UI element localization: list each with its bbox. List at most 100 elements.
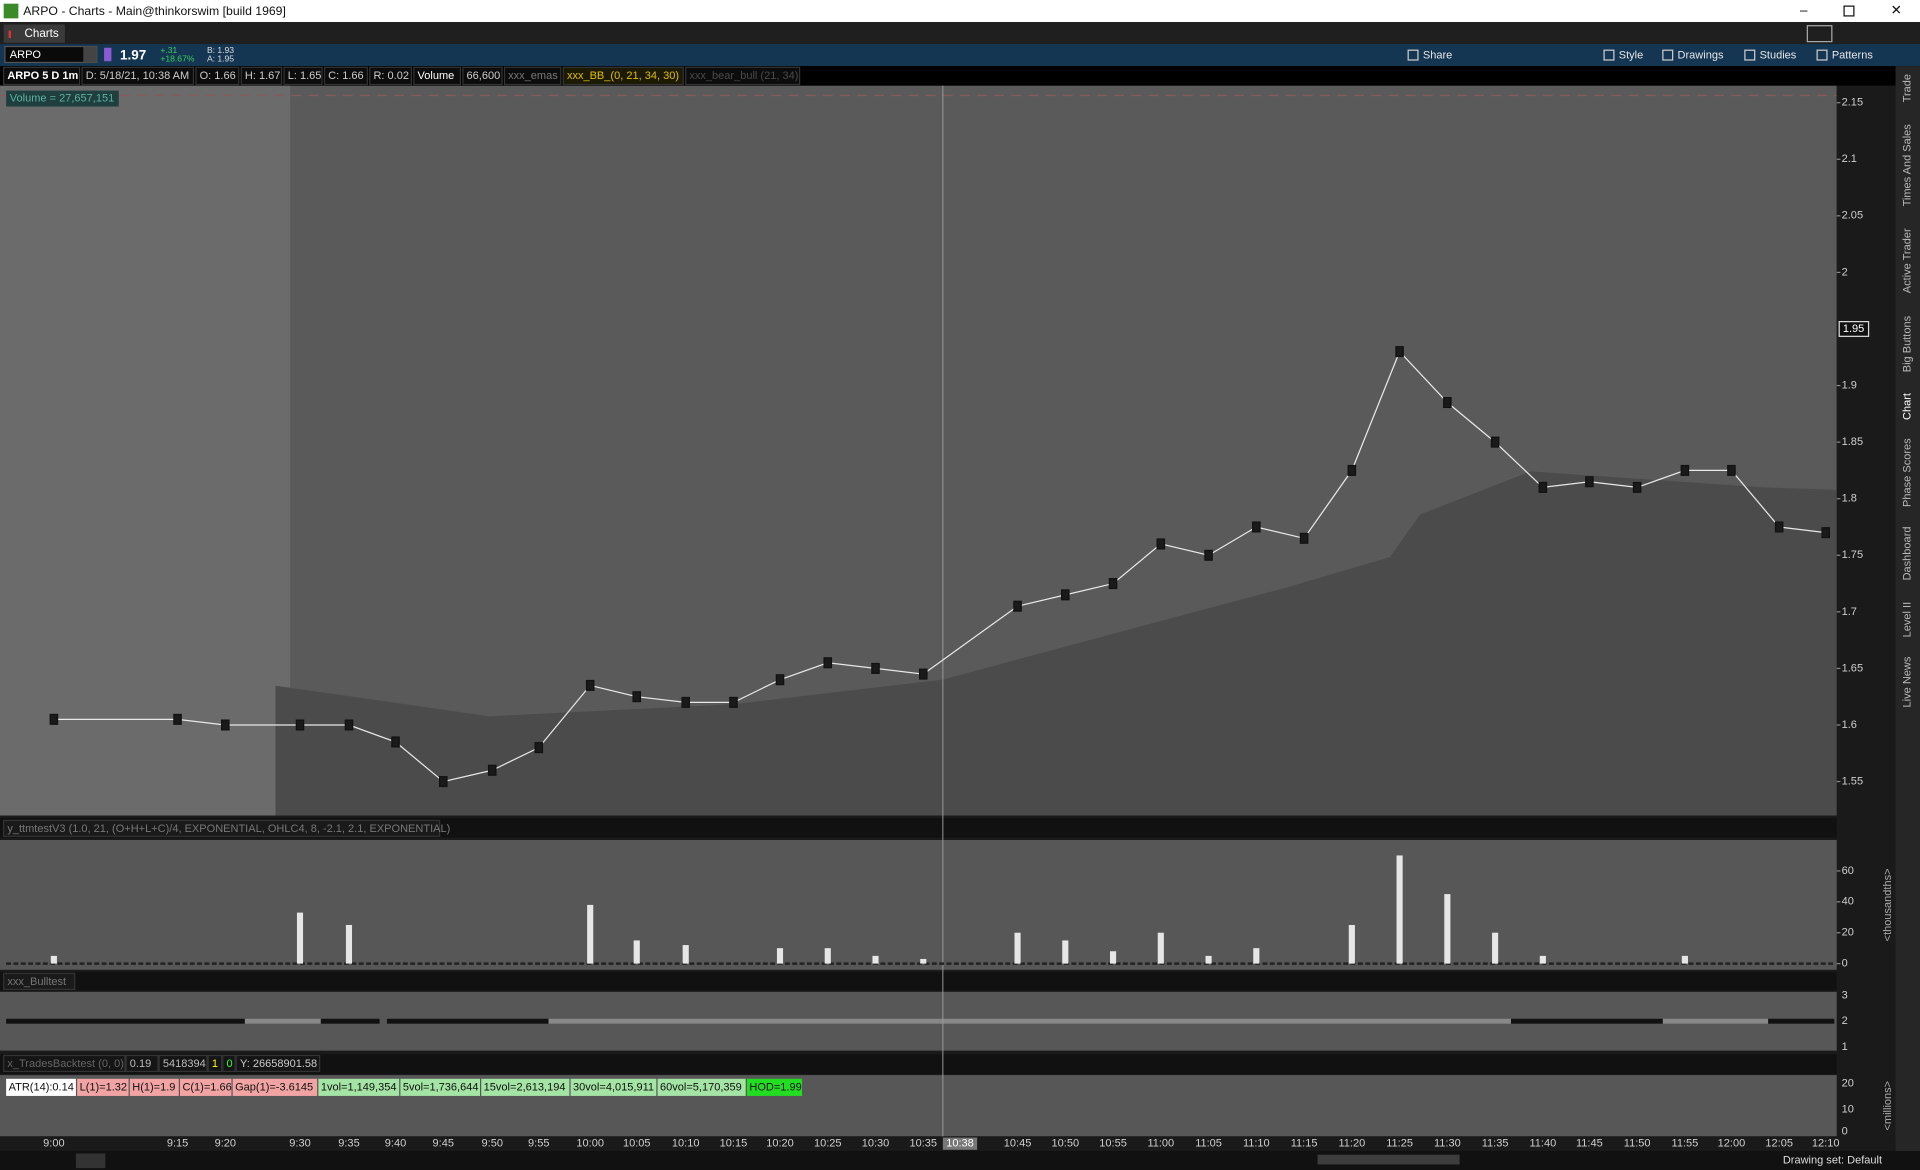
info-item: H: 1.67 bbox=[245, 70, 281, 82]
price-candle bbox=[1538, 481, 1548, 493]
toolbar-button-icon[interactable] bbox=[1662, 49, 1674, 61]
oscillator-bar bbox=[824, 948, 831, 964]
price-candle bbox=[1156, 538, 1166, 550]
time-label: 11:45 bbox=[1576, 1138, 1603, 1150]
info-item: L: 1.65 bbox=[288, 70, 322, 82]
time-label: 9:20 bbox=[215, 1138, 236, 1150]
drawing-set[interactable]: Drawing set: Default bbox=[1783, 1155, 1882, 1167]
side-tab[interactable]: Big Buttons bbox=[1902, 315, 1914, 372]
info-items: ARPO 5 D 1m D: 5/18/21, 10:38 AM O: 1.66 H:… bbox=[3, 66, 801, 86]
price-candle bbox=[1204, 549, 1213, 561]
expand-button[interactable] bbox=[75, 1153, 106, 1169]
price-tick-label: 1.65 bbox=[1842, 662, 1863, 674]
oscillator-bar bbox=[1014, 932, 1021, 964]
bulltest-tick-label: 3 bbox=[1842, 989, 1848, 1001]
study-title-box bbox=[3, 819, 441, 837]
oscillator-bar bbox=[345, 924, 353, 964]
side-tab[interactable]: Dashboard bbox=[1902, 527, 1914, 581]
trades-label-box bbox=[77, 1078, 129, 1096]
side-tab[interactable]: Chart bbox=[1902, 393, 1914, 420]
price-candle bbox=[1821, 527, 1830, 539]
toolbar-button-icon[interactable] bbox=[1603, 49, 1615, 61]
trades-label: C(1)=1.66 bbox=[182, 1081, 231, 1093]
toolbar-buttons: Share Style Drawings Studies Patterns bbox=[1407, 49, 1874, 62]
toolbar-button[interactable]: Studies bbox=[1760, 50, 1797, 62]
price-candle bbox=[295, 719, 305, 731]
trades-label: Gap(1)=-3.6145 bbox=[235, 1081, 313, 1093]
time-label: 9:55 bbox=[528, 1138, 549, 1150]
price-candle bbox=[1299, 532, 1309, 544]
time-label: 12:10 bbox=[1812, 1138, 1840, 1150]
layout-button[interactable] bbox=[1806, 25, 1833, 43]
info-item: 66,600 bbox=[467, 70, 501, 82]
trades-header bbox=[0, 1054, 1837, 1074]
side-tab[interactable]: Level II bbox=[1902, 602, 1914, 638]
side-tab[interactable]: Active Trader bbox=[1902, 228, 1914, 293]
price-tick-label: 2.05 bbox=[1842, 210, 1863, 222]
trades-header-item: 0.19 bbox=[130, 1058, 151, 1070]
price-candle bbox=[1443, 397, 1452, 409]
price-marker-label: 1.95 bbox=[1843, 323, 1864, 335]
volume-badge bbox=[6, 90, 119, 107]
toolbar-button[interactable]: Style bbox=[1619, 50, 1644, 62]
info-cell bbox=[685, 66, 801, 86]
price-candle bbox=[1585, 476, 1594, 488]
toolbar-button-icon[interactable] bbox=[1407, 49, 1419, 61]
last-price: 1.97 bbox=[120, 47, 146, 62]
premarket-shade bbox=[0, 85, 291, 816]
trades-label: 60vol=5,170,359 bbox=[660, 1081, 742, 1093]
info-item: O: 1.66 bbox=[200, 70, 236, 82]
side-tab[interactable]: Times And Sales bbox=[1902, 124, 1914, 207]
price-candle bbox=[632, 691, 642, 703]
time-label: 12:00 bbox=[1718, 1138, 1746, 1150]
price-candle bbox=[1108, 578, 1118, 590]
restore-button[interactable] bbox=[1843, 5, 1855, 17]
price-tick-label: 2.1 bbox=[1842, 153, 1857, 165]
price-candle bbox=[344, 719, 354, 731]
scrollbar[interactable] bbox=[1317, 1154, 1460, 1165]
trades-label-box bbox=[318, 1078, 400, 1096]
volume-tick-label: 10 bbox=[1842, 1103, 1854, 1115]
oscillator-bar bbox=[1062, 940, 1069, 964]
charts-tab[interactable] bbox=[3, 24, 65, 43]
oscillator-bar bbox=[1681, 955, 1688, 964]
toolbar-button-icon[interactable] bbox=[1816, 49, 1828, 61]
trades-label-box bbox=[232, 1078, 318, 1096]
volume-unit: <millions> bbox=[1882, 1081, 1894, 1131]
minimize-button[interactable]: – bbox=[1800, 3, 1808, 18]
trades-label: 30vol=4,015,911 bbox=[573, 1081, 654, 1093]
price-tick-label: 1.75 bbox=[1842, 549, 1863, 561]
toolbar-button[interactable]: Share bbox=[1423, 50, 1452, 62]
tab-icon bbox=[8, 30, 12, 38]
bulltest-tick-label: 1 bbox=[1842, 1041, 1848, 1053]
side-tab[interactable]: Phase Scores bbox=[1902, 438, 1914, 507]
time-label: 10:10 bbox=[672, 1138, 700, 1150]
time-label: 11:50 bbox=[1624, 1138, 1651, 1150]
symbol-dropdown[interactable] bbox=[83, 46, 97, 63]
price-tick-label: 1.9 bbox=[1842, 379, 1857, 391]
close-button[interactable]: ✕ bbox=[1891, 3, 1902, 18]
oscillator-bar bbox=[1253, 948, 1260, 964]
symbol[interactable]: ARPO bbox=[10, 49, 42, 61]
trades-label: 5vol=1,736,644 bbox=[403, 1081, 479, 1093]
side-tab[interactable]: Live News bbox=[1902, 656, 1914, 707]
time-label: 10:00 bbox=[576, 1138, 604, 1150]
link-icon[interactable] bbox=[104, 47, 112, 62]
toolbar-button[interactable]: Patterns bbox=[1832, 50, 1874, 62]
trades-label-box bbox=[481, 1078, 570, 1096]
side-tab[interactable]: Trade bbox=[1902, 74, 1914, 102]
side-panel bbox=[1895, 66, 1920, 1152]
price-tick-label: 1.7 bbox=[1842, 606, 1857, 618]
price-tick-label: 1.85 bbox=[1842, 436, 1863, 448]
trades-header-cell bbox=[125, 1054, 159, 1073]
info-cell bbox=[562, 66, 684, 86]
toolbar-button[interactable]: Drawings bbox=[1678, 50, 1724, 62]
oscillator-bar bbox=[1539, 955, 1546, 964]
toolbar-button-icon[interactable] bbox=[1744, 49, 1756, 61]
tab-label[interactable]: Charts bbox=[24, 27, 58, 40]
trades-header-item: x_TradesBacktest (0, 0) bbox=[7, 1058, 124, 1070]
oscillator-bar bbox=[1205, 955, 1212, 964]
bulltest-state bbox=[386, 1018, 549, 1024]
info-item: D: 5/18/21, 10:38 AM bbox=[86, 70, 190, 82]
